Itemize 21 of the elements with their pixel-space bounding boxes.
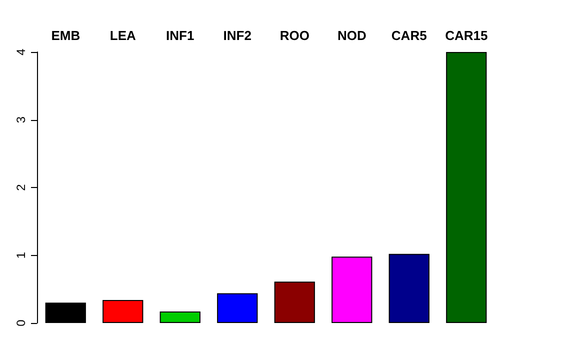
- x-tick-label: LEA: [110, 28, 136, 43]
- bar: [217, 293, 258, 323]
- x-tick-label: ROO: [280, 28, 310, 43]
- y-tick-label: 2: [14, 184, 28, 191]
- bar: [446, 52, 487, 323]
- bar: [160, 311, 200, 323]
- x-tick-label: INF2: [223, 28, 252, 43]
- x-tick-label: INF1: [166, 28, 194, 43]
- y-tick-label: 1: [14, 252, 28, 259]
- bar: [388, 254, 430, 323]
- x-tick-label: NOD: [337, 28, 366, 43]
- bar: [274, 282, 315, 323]
- bar: [102, 300, 144, 323]
- x-tick-label: CAR15: [445, 28, 488, 43]
- y-tick-label: 0: [14, 319, 28, 326]
- bar: [332, 256, 372, 323]
- y-tick-label: 4: [14, 48, 28, 56]
- x-tick-label: CAR5: [391, 28, 427, 43]
- bar: [45, 302, 86, 323]
- x-tick-label: EMB: [51, 28, 80, 43]
- y-tick-label: 3: [14, 116, 28, 124]
